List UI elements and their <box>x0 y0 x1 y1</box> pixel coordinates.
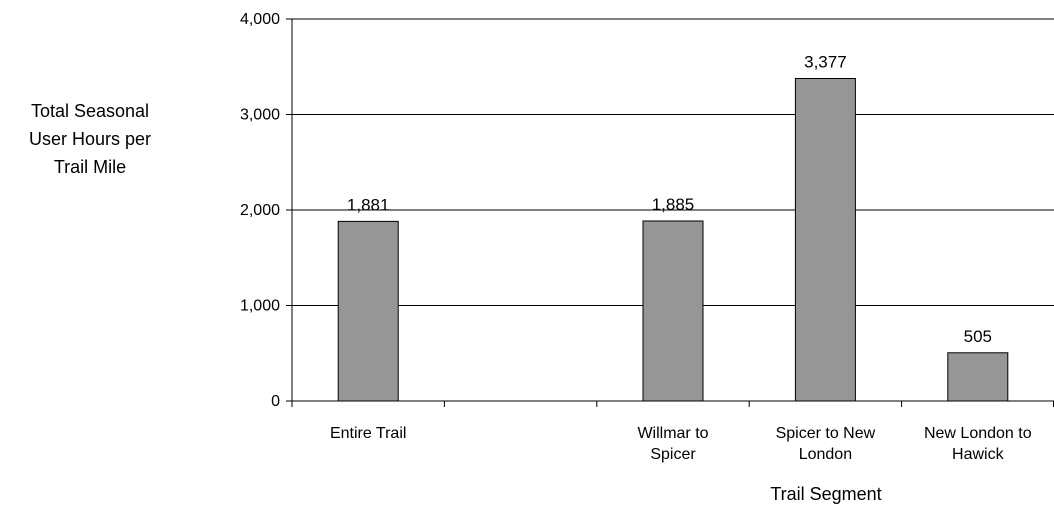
x-category-label-line: Spicer <box>650 446 696 463</box>
x-category-label: Entire Trail <box>330 425 406 442</box>
y-axis-title-line: Total Seasonal <box>31 101 149 121</box>
x-category-label: Willmar to Spicer <box>637 425 708 463</box>
y-axis-title-line: Trail Mile <box>54 157 126 177</box>
data-label: 1,881 <box>347 195 390 214</box>
y-tick-label: 1,000 <box>240 298 280 315</box>
x-category-label-line: New London to <box>924 425 1032 442</box>
x-category-label: New London to Hawick <box>924 425 1032 463</box>
x-category-label-line: Willmar to <box>637 425 708 442</box>
x-category-label-line: Spicer to New <box>776 425 876 442</box>
bar <box>947 352 1009 402</box>
y-axis-title: Total Seasonal User Hours per Trail Mile <box>29 101 151 177</box>
y-tick-label: 0 <box>271 393 280 410</box>
axes <box>286 18 1054 407</box>
bar <box>794 77 856 402</box>
y-tick-label: 4,000 <box>240 11 280 28</box>
data-label: 3,377 <box>804 52 847 71</box>
x-category-labels: Entire Trail Willmar to Spicer Spicer to Ne… <box>330 425 1032 463</box>
x-category-label-line: Hawick <box>952 446 1005 463</box>
y-tick-label: 2,000 <box>240 202 280 219</box>
data-label: 505 <box>964 327 992 346</box>
x-category-label: Spicer to New London <box>776 425 876 463</box>
bar <box>337 220 399 402</box>
bars <box>337 77 1009 402</box>
x-category-label-line: Entire Trail <box>330 425 406 442</box>
x-axis-title: Trail Segment <box>770 484 881 504</box>
data-labels: 1,881 1,885 3,377 505 <box>347 52 992 345</box>
bar <box>642 220 704 402</box>
y-tick-label: 3,000 <box>240 107 280 124</box>
y-tick-labels: 0 1,000 2,000 3,000 4,000 <box>240 11 280 410</box>
x-category-label-line: London <box>799 446 852 463</box>
y-axis-title-line: User Hours per <box>29 129 151 149</box>
data-label: 1,885 <box>652 195 695 214</box>
